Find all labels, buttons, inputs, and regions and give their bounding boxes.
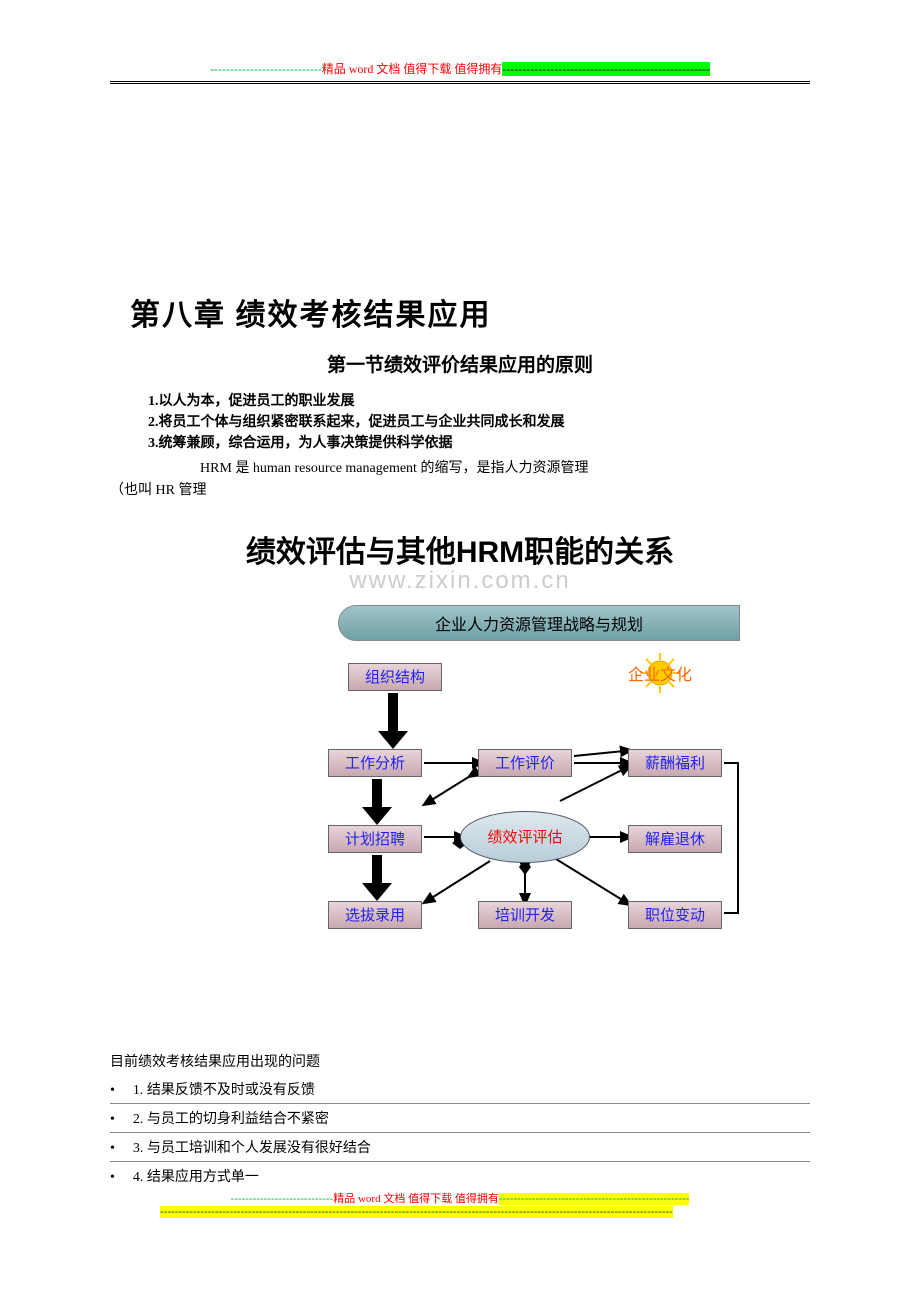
header-text: 精品 word 文档 值得下载 值得拥有 [322,62,503,76]
problem-item-4: •4. 结果应用方式单一 [110,1166,810,1186]
problem-3-text: 3. 与员工培训和个人发展没有很好结合 [133,1141,371,1156]
divider-2 [110,1132,810,1133]
footer-decoration-1: ----------------------------精品 word 文档 值… [160,1190,760,1206]
center-label: 绩效评评估 [487,826,562,847]
top-bar: 企业人力资源管理战略与规划 [338,605,740,641]
node-culture: 企业文化 [628,661,692,685]
node-comp-label: 薪酬福利 [645,752,705,773]
node-select-hire: 选拔录用 [328,901,422,929]
header-rule [110,81,810,84]
hrm-description: HRM 是 human resource management 的缩写，是指人力… [110,458,810,503]
problems-section: 目前绩效考核结果应用出现的问题 •1. 结果反馈不及时或没有反馈 •2. 与员工… [110,1051,810,1218]
node-plan-label: 计划招聘 [345,828,405,849]
problem-4-text: 4. 结果应用方式单一 [133,1170,259,1185]
principle-2: 2.将员工个体与组织紧密联系起来，促进员工与企业共同成长和发展 [148,412,810,433]
diagram-title: 绩效评估与其他HRM职能的关系 [140,527,780,571]
divider-3 [110,1161,810,1162]
footer-decoration-2: ----------------------------------------… [160,1206,760,1218]
node-training: 培训开发 [478,901,572,929]
node-dismiss-retire: 解雇退休 [628,825,722,853]
top-bar-label: 企业人力资源管理战略与规划 [435,611,643,635]
footer-dashes-right: ----------------------------------------… [499,1193,689,1205]
principle-1: 1.以人为本，促进员工的职业发展 [148,391,810,412]
problem-item-3: •3. 与员工培训和个人发展没有很好结合 [110,1137,810,1157]
problem-item-1: •1. 结果反馈不及时或没有反馈 [110,1079,810,1099]
node-pos-label: 职位变动 [645,904,705,925]
arrow-layer [180,601,740,991]
node-job-label: 工作分析 [345,752,405,773]
problems-heading: 目前绩效考核结果应用出现的问题 [110,1051,810,1071]
section-title: 第一节绩效评价结果应用的原则 [110,350,810,377]
node-select-label: 选拔录用 [345,904,405,925]
problem-2-text: 2. 与员工的切身利益结合不紧密 [133,1112,329,1127]
node-job-eval: 工作评价 [478,749,572,777]
header-dashes-right: ----------------------------------------… [502,62,710,76]
culture-label: 企业文化 [628,667,692,684]
principle-3: 3.统筹兼顾，综合运用，为人事决策提供科学依据 [148,433,810,454]
watermark: www.zixin.com.cn [140,567,780,595]
chapter-title: 第八章 绩效考核结果应用 [130,290,810,334]
node-performance-center: 绩效评评估 [460,811,590,863]
node-job-analysis: 工作分析 [328,749,422,777]
node-org-label: 组织结构 [365,666,425,687]
footer-dashes-left: ---------------------------- [231,1193,334,1205]
flowchart: 企业人力资源管理战略与规划 组织结构 企业文化 工作分析 工作评价 薪酬福利 计… [180,601,740,991]
node-position-change: 职位变动 [628,901,722,929]
hrm-line1: HRM 是 human resource management 的缩写，是指人力… [110,458,810,480]
node-plan-recruit: 计划招聘 [328,825,422,853]
diagram-container: 绩效评估与其他HRM职能的关系 www.zixin.com.cn [140,527,780,991]
header-decoration: ----------------------------精品 word 文档 值… [110,60,810,77]
node-eval-label: 工作评价 [495,752,555,773]
header-dashes-left: ---------------------------- [210,62,322,76]
problem-1-text: 1. 结果反馈不及时或没有反馈 [133,1083,315,1098]
problem-item-2: •2. 与员工的切身利益结合不紧密 [110,1108,810,1128]
node-org: 组织结构 [348,663,442,691]
divider-1 [110,1103,810,1104]
node-train-label: 培训开发 [495,904,555,925]
node-compensation: 薪酬福利 [628,749,722,777]
footer-text: 精品 word 文档 值得下载 值得拥有 [333,1193,499,1205]
node-fire-label: 解雇退休 [645,828,705,849]
footer-dashes-2: ----------------------------------------… [160,1206,673,1218]
hrm-line2: （也叫 HR 管理 [110,483,206,498]
